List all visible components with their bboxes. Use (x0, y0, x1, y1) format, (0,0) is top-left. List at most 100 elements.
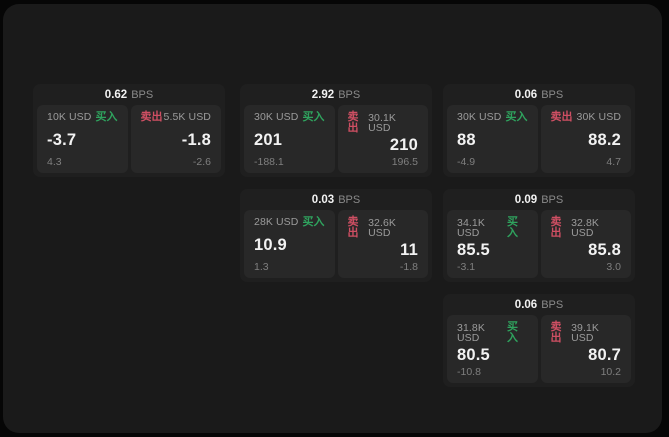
sell-price: -1.8 (181, 130, 211, 149)
buy-change: -10.8 (457, 365, 481, 378)
sell-price: 210 (389, 136, 418, 154)
sell-price: 11 (400, 241, 418, 259)
sell-amount: 30.1K USD (368, 111, 397, 134)
sell-tile[interactable]: 卖出 5.5K USD -1.8 -2.6 (130, 105, 221, 173)
buy-side-label: 买入 (302, 216, 325, 228)
buy-side-label: 买入 (505, 111, 528, 123)
buy-price: 10.9 (254, 235, 287, 254)
spread-header: 0.03 BPS (240, 189, 432, 210)
buy-tile[interactable]: 30K USD 买入 88 -4.9 (447, 105, 538, 173)
buy-change: -4.9 (457, 155, 476, 168)
buy-change: -3.1 (457, 260, 476, 273)
sell-price: 85.8 (588, 241, 621, 259)
sell-side-label: 卖出 (347, 111, 359, 134)
buy-tile[interactable]: 31.8K USD 买入 80.5 -10.8 (447, 315, 538, 383)
bps-unit-label: BPS (131, 88, 154, 101)
buy-tile-header: 28K USD 买入 (254, 217, 325, 228)
buy-price: 80.5 (457, 346, 490, 364)
quote-body: 31.8K USD 买入 80.5 -10.8 卖出 39.1K USD 80.… (443, 315, 635, 383)
sell-amount: 32.6K USD (368, 216, 397, 239)
bps-unit-label: BPS (541, 298, 564, 311)
bps-unit-label: BPS (541, 88, 564, 101)
quote-body: 10K USD 买入 -3.7 4.3 卖出 5.5K USD -1.8 -2.… (33, 105, 225, 173)
buy-side-label: 买入 (95, 111, 118, 123)
sell-change: -1.8 (399, 260, 418, 273)
buy-amount: 34.1K USD (457, 216, 485, 239)
quote-card: 0.06 BPS 30K USD 买入 88 -4.9 卖出 30K USD 8… (443, 84, 635, 177)
sell-tile-header: 卖出 32.8K USD (551, 217, 622, 239)
spread-header: 2.92 BPS (240, 84, 432, 105)
buy-amount: 30K USD (254, 111, 299, 124)
sell-side-label: 卖出 (550, 216, 562, 239)
buy-tile-header: 30K USD 买入 (254, 112, 325, 123)
sell-tile-header: 卖出 30.1K USD (348, 112, 419, 134)
buy-amount: 30K USD (457, 111, 502, 124)
buy-tile[interactable]: 30K USD 买入 201 -188.1 (244, 105, 335, 173)
buy-change: -188.1 (254, 155, 284, 168)
sell-tile[interactable]: 卖出 30.1K USD 210 196.5 (337, 105, 428, 173)
buy-side-label: 买入 (506, 216, 518, 239)
quote-card: 0.62 BPS 10K USD 买入 -3.7 4.3 卖出 5.5K USD… (33, 84, 225, 177)
spread-header: 0.06 BPS (443, 84, 635, 105)
quote-card: 2.92 BPS 30K USD 买入 201 -188.1 卖出 30.1K … (240, 84, 432, 177)
buy-price: 201 (254, 130, 283, 149)
sell-side-label: 卖出 (550, 111, 573, 123)
sell-side-label: 卖出 (347, 216, 359, 239)
sell-tile[interactable]: 卖出 32.6K USD 11 -1.8 (337, 210, 428, 278)
spread-value: 0.09 (514, 193, 538, 206)
sell-tile-header: 卖出 5.5K USD (141, 112, 212, 123)
buy-tile-header: 31.8K USD 买入 (457, 322, 528, 344)
buy-change: 4.3 (47, 155, 62, 168)
buy-side-label: 买入 (506, 321, 518, 344)
sell-tile[interactable]: 卖出 30K USD 88.2 4.7 (540, 105, 631, 173)
sell-tile-header: 卖出 30K USD (551, 112, 622, 123)
quote-body: 30K USD 买入 88 -4.9 卖出 30K USD 88.2 4.7 (443, 105, 635, 173)
sell-tile[interactable]: 卖出 32.8K USD 85.8 3.0 (540, 210, 631, 278)
buy-tile[interactable]: 10K USD 买入 -3.7 4.3 (37, 105, 128, 173)
buy-tile-header: 10K USD 买入 (47, 112, 118, 123)
spread-header: 0.62 BPS (33, 84, 225, 105)
quote-body: 28K USD 买入 10.9 1.3 卖出 32.6K USD 11 -1.8 (240, 210, 432, 278)
quotes-panel: 0.62 BPS 10K USD 买入 -3.7 4.3 卖出 5.5K USD… (3, 4, 662, 433)
buy-amount: 31.8K USD (457, 321, 485, 344)
buy-price: 88 (457, 130, 476, 149)
bps-unit-label: BPS (541, 193, 564, 206)
bps-unit-label: BPS (338, 193, 361, 206)
sell-price: 80.7 (588, 346, 621, 364)
sell-amount: 30K USD (576, 111, 621, 124)
spread-value: 0.06 (514, 88, 538, 101)
quote-card: 0.09 BPS 34.1K USD 买入 85.5 -3.1 卖出 32.8K… (443, 189, 635, 282)
bps-unit-label: BPS (338, 88, 361, 101)
quote-body: 34.1K USD 买入 85.5 -3.1 卖出 32.8K USD 85.8… (443, 210, 635, 278)
sell-side-label: 卖出 (550, 321, 562, 344)
spread-value: 2.92 (311, 88, 335, 101)
sell-tile-header: 卖出 39.1K USD (551, 322, 622, 344)
buy-tile[interactable]: 34.1K USD 买入 85.5 -3.1 (447, 210, 538, 278)
spread-value: 0.06 (514, 298, 538, 311)
quote-card: 0.06 BPS 31.8K USD 买入 80.5 -10.8 卖出 39.1… (443, 294, 635, 387)
quote-body: 30K USD 买入 201 -188.1 卖出 30.1K USD 210 1… (240, 105, 432, 173)
buy-side-label: 买入 (302, 111, 325, 123)
sell-change: -2.6 (192, 155, 211, 168)
buy-tile-header: 34.1K USD 买入 (457, 217, 528, 239)
buy-price: 85.5 (457, 241, 490, 259)
spread-value: 0.62 (104, 88, 128, 101)
buy-amount: 10K USD (47, 111, 92, 124)
sell-change: 10.2 (600, 365, 621, 378)
spread-header: 0.09 BPS (443, 189, 635, 210)
sell-amount: 5.5K USD (163, 111, 211, 124)
sell-amount: 39.1K USD (571, 321, 600, 344)
spread-value: 0.03 (311, 193, 335, 206)
quote-card: 0.03 BPS 28K USD 买入 10.9 1.3 卖出 32.6K US… (240, 189, 432, 282)
sell-price: 88.2 (588, 130, 621, 149)
sell-change: 196.5 (391, 155, 418, 168)
sell-tile-header: 卖出 32.6K USD (348, 217, 419, 239)
sell-change: 3.0 (606, 260, 621, 273)
buy-tile-header: 30K USD 买入 (457, 112, 528, 123)
buy-amount: 28K USD (254, 216, 299, 229)
buy-change: 1.3 (254, 260, 269, 273)
spread-header: 0.06 BPS (443, 294, 635, 315)
sell-tile[interactable]: 卖出 39.1K USD 80.7 10.2 (540, 315, 631, 383)
buy-tile[interactable]: 28K USD 买入 10.9 1.3 (244, 210, 335, 278)
sell-change: 4.7 (606, 155, 621, 168)
